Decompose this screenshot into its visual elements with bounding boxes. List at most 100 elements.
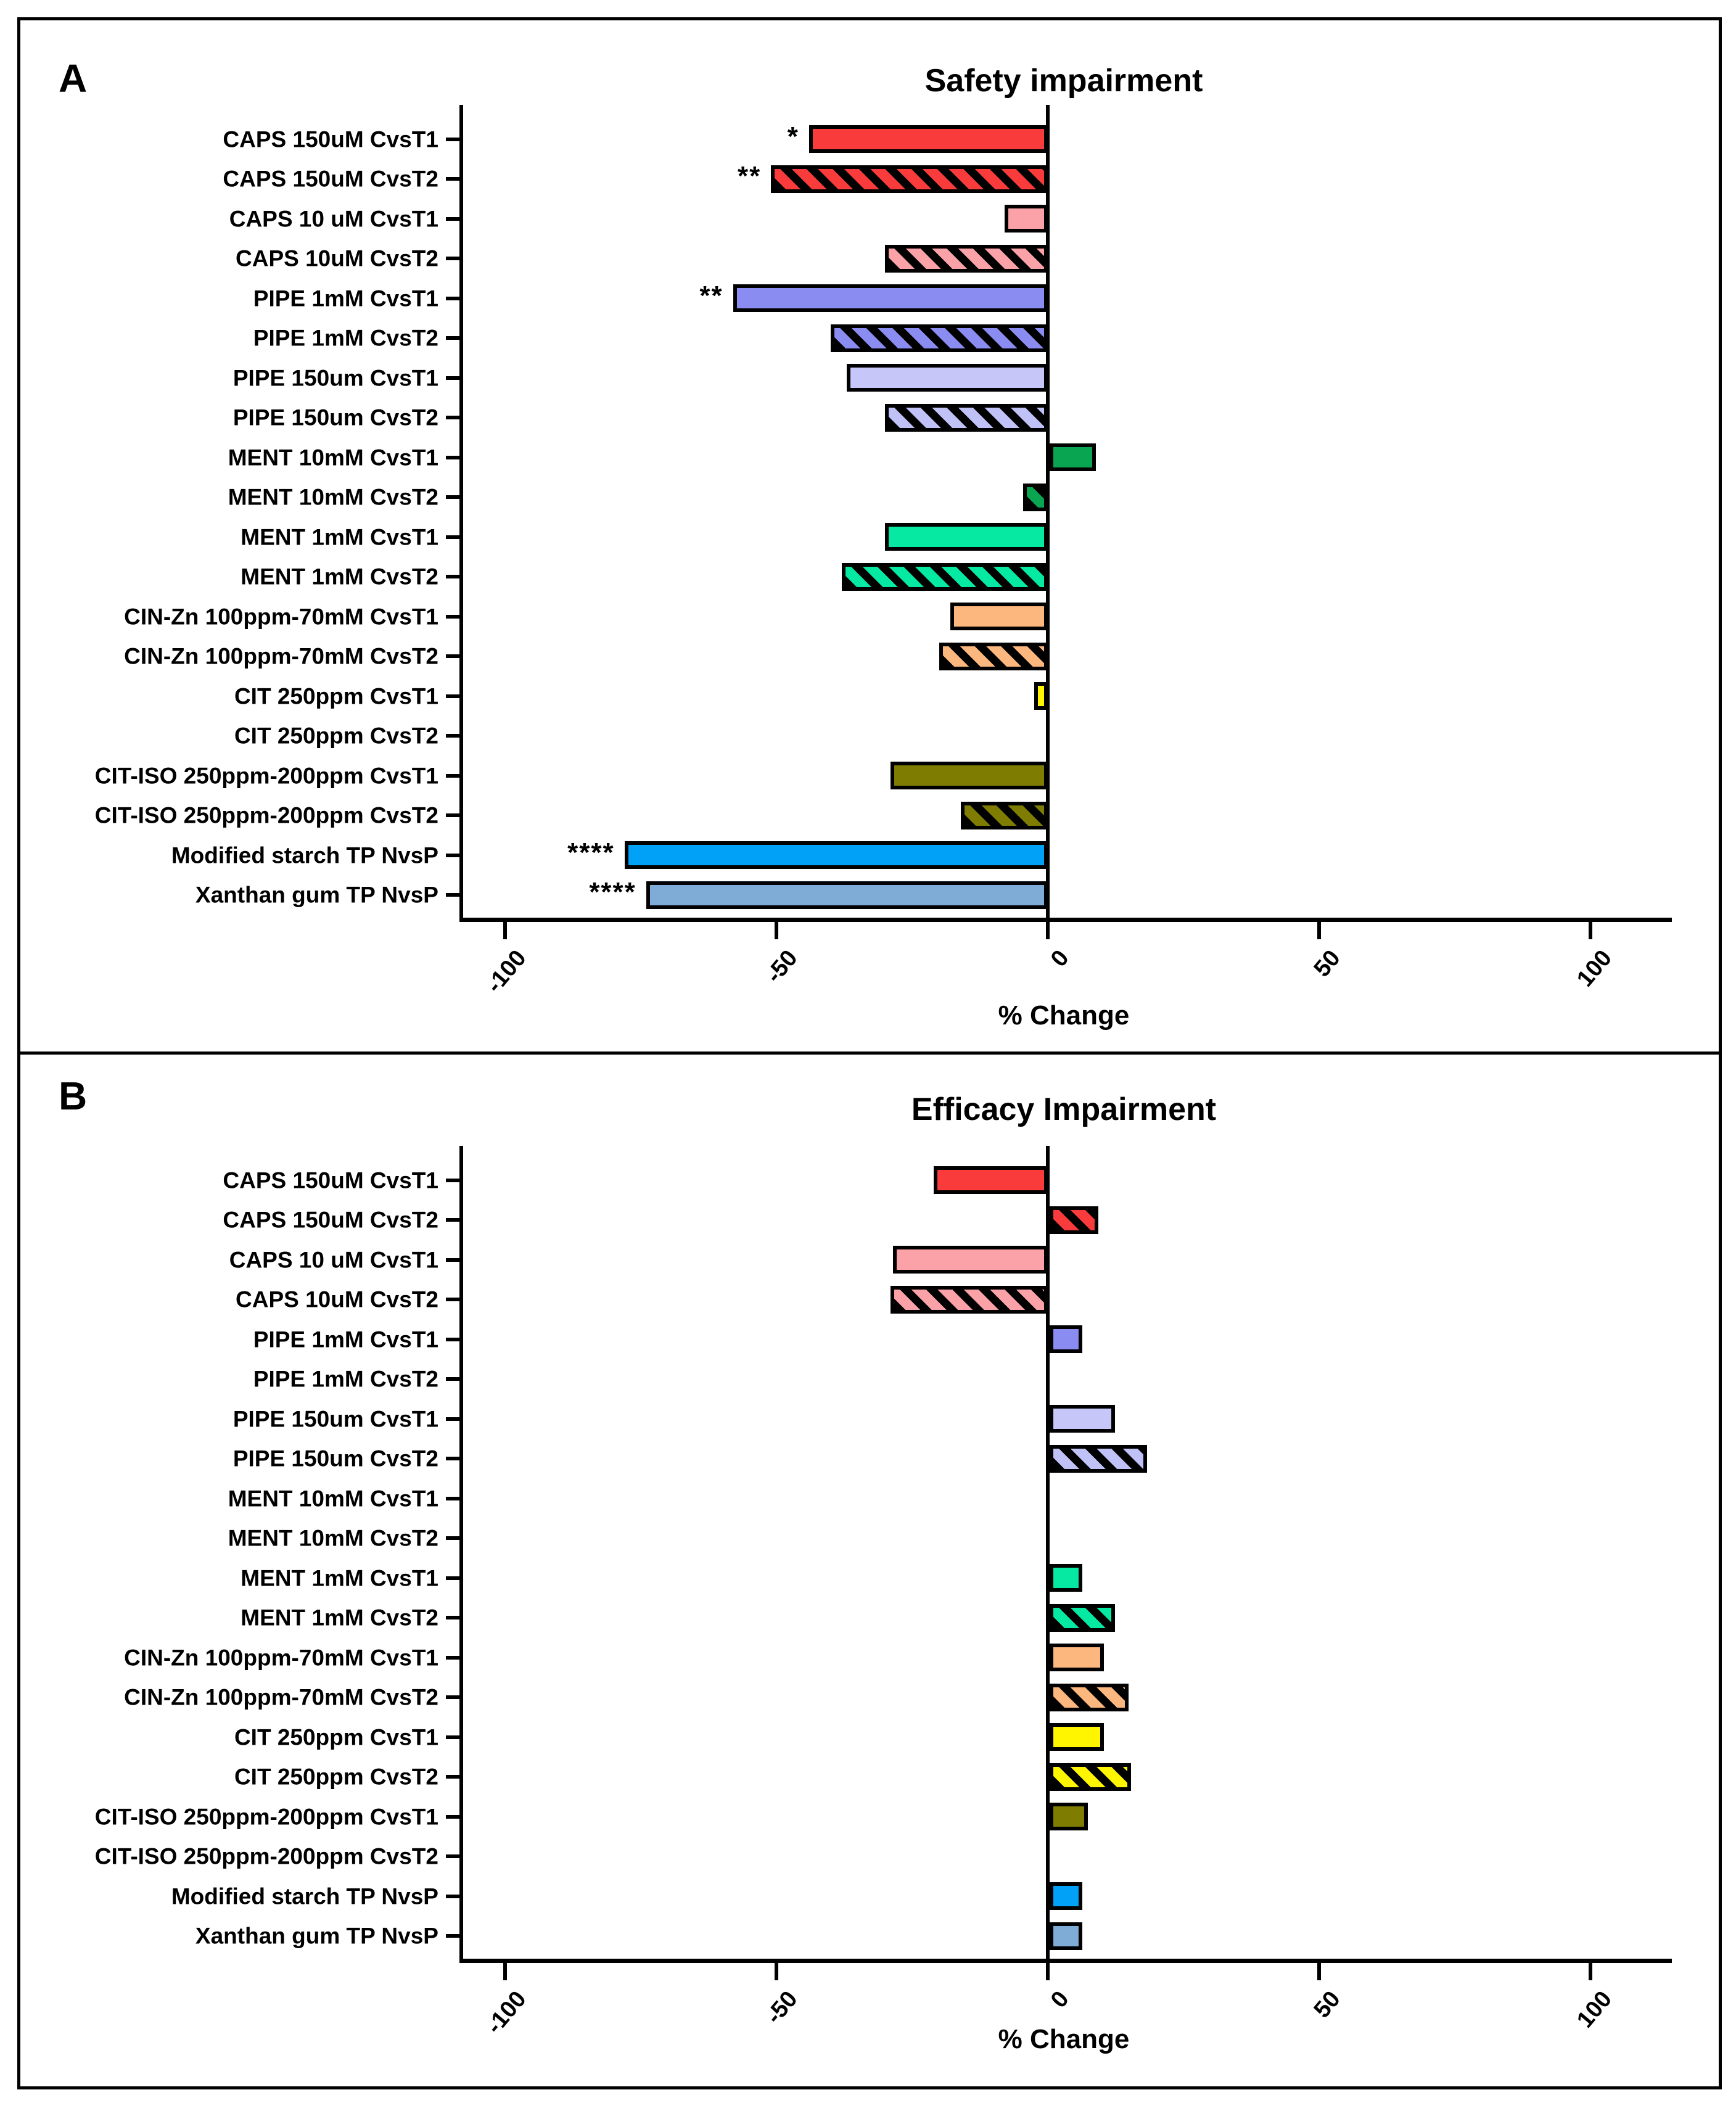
category-tick	[446, 495, 459, 499]
category-tick	[446, 1417, 459, 1421]
x-tick-label: 50	[1309, 1986, 1346, 2023]
significance-stars: **	[699, 280, 723, 311]
category-tick	[446, 1218, 459, 1222]
category-label: CIT-ISO 250ppm-200ppm CvsT1	[94, 763, 438, 788]
category-tick	[446, 1775, 459, 1779]
category-label: CIT 250ppm CvsT2	[234, 723, 438, 749]
x-axis-tick	[775, 1963, 778, 1980]
bar-solid	[1050, 1723, 1104, 1751]
x-axis-tick	[775, 922, 778, 939]
category-label: CIT-ISO 250ppm-200ppm CvsT2	[94, 1843, 438, 1869]
category-tick	[446, 1178, 459, 1182]
category-label: MENT 10mM CvsT1	[228, 445, 438, 470]
category-label: CAPS 10 uM CvsT1	[229, 206, 438, 231]
x-axis-tick	[1046, 922, 1050, 939]
bar-solid	[733, 284, 1048, 312]
category-tick	[446, 1257, 459, 1262]
zero-baseline	[1046, 105, 1050, 918]
bar-solid	[646, 881, 1048, 909]
x-axis-tick	[1589, 1963, 1592, 1980]
category-tick	[446, 853, 459, 857]
bar-solid	[950, 603, 1048, 630]
bar-hatched	[1050, 1444, 1148, 1473]
category-label: CIT-ISO 250ppm-200ppm CvsT2	[94, 802, 438, 828]
category-tick	[446, 1695, 459, 1699]
category-label: Modified starch TP NvsP	[171, 1883, 438, 1909]
x-tick-label: -50	[761, 945, 803, 988]
category-label: PIPE 150um CvsT1	[232, 1406, 438, 1431]
category-tick	[446, 734, 459, 738]
x-axis-tick	[1046, 1963, 1050, 1980]
category-label: PIPE 150um CvsT2	[232, 1446, 438, 1471]
category-label: CAPS 10 uM CvsT1	[229, 1247, 438, 1272]
category-tick	[446, 1894, 459, 1898]
bar-hatched	[885, 244, 1048, 273]
category-label: CAPS 10uM CvsT2	[236, 245, 438, 271]
bar-solid	[890, 762, 1048, 789]
x-tick-label: 0	[1045, 945, 1074, 972]
category-label: CIT 250ppm CvsT2	[234, 1764, 438, 1790]
category-label: CIT 250ppm CvsT1	[234, 1724, 438, 1750]
category-label: CAPS 150uM CvsT2	[223, 166, 438, 192]
category-label: CIT 250ppm CvsT1	[234, 683, 438, 709]
category-label: PIPE 1mM CvsT2	[253, 325, 438, 351]
category-label: Modified starch TP NvsP	[171, 842, 438, 868]
category-tick	[446, 1616, 459, 1619]
category-tick	[446, 694, 459, 698]
bar-hatched	[1050, 1683, 1129, 1711]
bar-solid	[1050, 1405, 1115, 1433]
category-label: MENT 1mM CvsT2	[241, 1605, 438, 1631]
x-tick-label: -100	[481, 945, 532, 998]
category-label: PIPE 1mM CvsT2	[253, 1366, 438, 1392]
category-tick	[446, 1536, 459, 1540]
category-label: PIPE 150um CvsT2	[232, 405, 438, 430]
bar-hatched	[939, 642, 1048, 670]
category-tick	[446, 773, 459, 778]
x-tick-label: -50	[761, 1986, 803, 2029]
category-label: CAPS 150uM CvsT2	[223, 1207, 438, 1233]
bar-hatched	[1050, 1763, 1131, 1791]
panel-divider	[20, 1052, 1719, 1055]
category-label: MENT 1mM CvsT1	[241, 1565, 438, 1591]
bar-solid	[893, 1246, 1048, 1274]
category-label: Xanthan gum TP NvsP	[195, 1923, 438, 1949]
category-label: Xanthan gum TP NvsP	[195, 882, 438, 908]
bar-hatched	[890, 1285, 1048, 1314]
significance-stars: ****	[567, 837, 615, 868]
bar-hatched	[1023, 483, 1048, 511]
category-label: MENT 10mM CvsT2	[228, 484, 438, 510]
panel-a-letter: A	[59, 56, 88, 101]
category-tick	[446, 1735, 459, 1739]
bar-hatched	[1050, 1206, 1099, 1234]
category-label: CIN-Zn 100ppm-70mM CvsT1	[124, 604, 438, 629]
category-label: CIN-Zn 100ppm-70mM CvsT1	[124, 1645, 438, 1670]
panel-b-plot-area: CAPS 150uM CvsT1 CAPS 150uM CvsT2 CAPS 10 …	[95, 1146, 1672, 2039]
bar-solid	[885, 523, 1048, 551]
bar-solid	[847, 364, 1048, 392]
bar-hatched	[831, 324, 1048, 352]
category-tick	[446, 535, 459, 539]
category-tick	[446, 893, 459, 897]
category-tick	[446, 1377, 459, 1381]
bar-solid	[1004, 205, 1048, 233]
category-tick	[446, 1337, 459, 1341]
x-axis-tick	[503, 922, 507, 939]
category-tick	[446, 614, 459, 619]
x-tick-label: 50	[1309, 945, 1346, 982]
zero-baseline	[1046, 1146, 1050, 1959]
category-tick	[446, 1298, 459, 1301]
category-tick	[446, 296, 459, 300]
x-axis-tick	[503, 1963, 507, 1980]
category-tick	[446, 336, 459, 340]
panel-b-x-axis-label: % Change	[998, 2024, 1130, 2054]
category-tick	[446, 455, 459, 459]
bar-solid	[934, 1166, 1048, 1194]
category-tick	[446, 575, 459, 578]
x-axis-tick	[1589, 922, 1592, 939]
category-label: CAPS 10uM CvsT2	[236, 1286, 438, 1312]
category-label: CIT-ISO 250ppm-200ppm CvsT1	[94, 1804, 438, 1829]
category-tick	[446, 376, 459, 380]
category-label: PIPE 1mM CvsT1	[253, 1327, 438, 1352]
category-label: MENT 1mM CvsT2	[241, 564, 438, 590]
category-tick	[446, 1457, 459, 1460]
